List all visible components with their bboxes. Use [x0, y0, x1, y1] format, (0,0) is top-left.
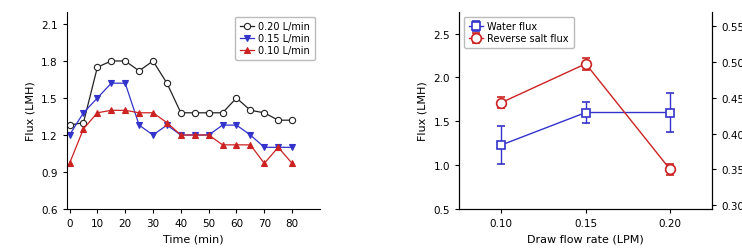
0.20 L/min — [232, 97, 241, 100]
0.15 L/min — [177, 134, 186, 137]
0.15 L/min — [260, 146, 269, 149]
0.20 L/min — [260, 112, 269, 115]
Y-axis label: Flux (LMH): Flux (LMH) — [25, 81, 36, 141]
Line: 0.20 L/min: 0.20 L/min — [67, 59, 295, 129]
0.10 L/min — [121, 109, 130, 112]
0.20 L/min — [148, 60, 157, 63]
0.10 L/min — [65, 162, 74, 165]
Line: 0.15 L/min: 0.15 L/min — [67, 81, 295, 151]
0.10 L/min — [190, 134, 199, 137]
0.10 L/min — [204, 134, 213, 137]
0.15 L/min — [204, 134, 213, 137]
0.10 L/min — [79, 128, 88, 131]
0.15 L/min — [218, 124, 227, 127]
0.10 L/min — [93, 112, 102, 115]
0.15 L/min — [232, 124, 241, 127]
0.20 L/min — [79, 122, 88, 125]
X-axis label: Time (min): Time (min) — [163, 234, 223, 244]
0.20 L/min — [204, 112, 213, 115]
0.20 L/min — [121, 60, 130, 63]
Line: 0.10 L/min: 0.10 L/min — [67, 108, 295, 167]
0.15 L/min — [93, 97, 102, 100]
0.10 L/min — [134, 112, 143, 115]
0.15 L/min — [121, 82, 130, 85]
0.20 L/min — [93, 66, 102, 69]
0.10 L/min — [246, 144, 255, 147]
0.15 L/min — [79, 112, 88, 115]
Legend: Water flux, Reverse salt flux: Water flux, Reverse salt flux — [464, 17, 574, 49]
0.10 L/min — [260, 162, 269, 165]
0.15 L/min — [134, 124, 143, 127]
0.20 L/min — [134, 70, 143, 73]
0.20 L/min — [177, 112, 186, 115]
0.20 L/min — [246, 109, 255, 112]
0.10 L/min — [232, 144, 241, 147]
0.15 L/min — [162, 124, 171, 127]
0.10 L/min — [218, 144, 227, 147]
0.15 L/min — [288, 146, 297, 149]
0.10 L/min — [107, 109, 116, 112]
X-axis label: Draw flow rate (LPM): Draw flow rate (LPM) — [528, 234, 644, 244]
0.15 L/min — [190, 134, 199, 137]
Y-axis label: Flux (LMH): Flux (LMH) — [418, 81, 428, 141]
0.15 L/min — [148, 134, 157, 137]
0.20 L/min — [162, 82, 171, 85]
0.20 L/min — [288, 119, 297, 122]
0.10 L/min — [162, 122, 171, 125]
0.10 L/min — [148, 112, 157, 115]
0.20 L/min — [190, 112, 199, 115]
Legend: 0.20 L/min, 0.15 L/min, 0.10 L/min: 0.20 L/min, 0.15 L/min, 0.10 L/min — [235, 17, 315, 61]
0.10 L/min — [288, 162, 297, 165]
0.15 L/min — [274, 146, 283, 149]
0.15 L/min — [65, 134, 74, 137]
0.20 L/min — [274, 119, 283, 122]
0.20 L/min — [107, 60, 116, 63]
0.10 L/min — [274, 146, 283, 149]
0.20 L/min — [218, 112, 227, 115]
0.10 L/min — [177, 134, 186, 137]
0.15 L/min — [246, 134, 255, 137]
0.20 L/min — [65, 124, 74, 127]
0.15 L/min — [107, 82, 116, 85]
